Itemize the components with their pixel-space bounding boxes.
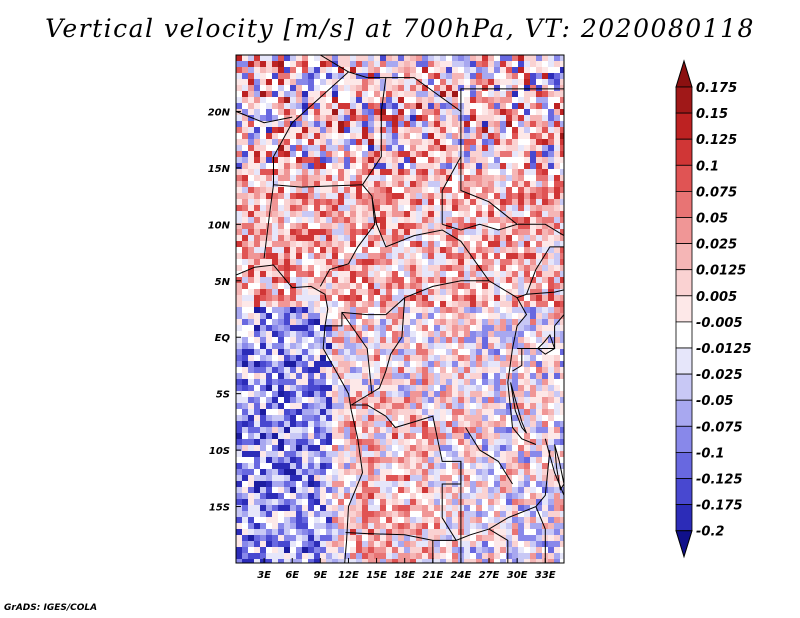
lat-tick-label: 10N xyxy=(208,220,231,231)
lake-outline xyxy=(537,333,556,355)
lon-tick-label: 15E xyxy=(366,570,387,581)
border-line xyxy=(320,55,349,73)
border-line xyxy=(273,71,386,185)
border-line xyxy=(535,506,546,563)
colorbar-label: -0.025 xyxy=(696,368,743,383)
colorbar-label: 0.0125 xyxy=(696,264,746,279)
lon-tick-label: 24E xyxy=(451,570,472,581)
lat-tick-label: 5N xyxy=(215,277,231,288)
lat-tick-label: 15S xyxy=(209,503,230,514)
colorbar-swatch xyxy=(675,451,693,479)
map-frame xyxy=(235,54,565,564)
lat-tick-label: 10S xyxy=(209,446,230,457)
colorbar-label: 0.125 xyxy=(696,133,737,148)
colorbar-label: 0.005 xyxy=(696,290,737,305)
lon-tick-label: 18E xyxy=(394,570,415,581)
colorbar-swatch xyxy=(675,164,693,192)
lat-tick-label: EQ xyxy=(215,333,231,344)
border-line xyxy=(362,77,462,225)
vertical-velocity-field xyxy=(236,55,564,563)
lon-tick-label: 12E xyxy=(338,570,359,581)
border-line xyxy=(512,297,528,349)
border-line xyxy=(465,427,513,485)
lon-tick-label: 21E xyxy=(422,570,443,581)
colorbar-label: 0.15 xyxy=(696,107,728,122)
border-line xyxy=(460,88,564,112)
lon-tick-label: 9E xyxy=(313,570,327,581)
border-line xyxy=(371,196,564,299)
colorbar-swatch xyxy=(675,86,693,114)
border-line xyxy=(351,297,406,406)
colorbar-label: 0.1 xyxy=(696,159,719,174)
lon-tick-label: 30E xyxy=(507,570,528,581)
colorbar-swatch xyxy=(675,295,693,323)
colorbar-label: 0.075 xyxy=(696,185,737,200)
lake-outline xyxy=(554,444,564,491)
border-line xyxy=(341,312,373,394)
border-line xyxy=(517,314,564,349)
border-line xyxy=(345,532,457,541)
colorbar-swatch xyxy=(675,217,693,245)
border-line xyxy=(488,528,509,563)
colorbar-swatch xyxy=(675,112,693,140)
border-line xyxy=(526,246,564,295)
colorbar-swatch xyxy=(675,399,693,427)
border-line xyxy=(263,184,376,287)
colorbar-top-arrow xyxy=(675,59,693,88)
colorbar-swatch xyxy=(675,269,693,297)
country-borders xyxy=(236,55,564,563)
colorbar-label: 0.175 xyxy=(696,81,737,96)
colorbar: 0.175 0.15 0.125 0.1 0.075 0.05 0.025 0.0125 0.0… xyxy=(675,59,752,559)
border-line xyxy=(385,280,489,315)
colorbar-bottom-arrow xyxy=(675,530,693,559)
colorbar-swatch xyxy=(675,373,693,401)
colorbar-swatch xyxy=(675,138,693,166)
lake-outline xyxy=(510,382,527,434)
colorbar-swatch xyxy=(675,190,693,218)
border-line xyxy=(460,156,564,237)
border-line xyxy=(544,438,564,496)
colorbar-label: -0.2 xyxy=(696,525,724,540)
colorbar-label: 0.025 xyxy=(696,238,737,253)
lon-tick-label: 33E xyxy=(535,570,556,581)
colorbar-swatch xyxy=(675,425,693,453)
colorbar-swatch xyxy=(675,321,693,349)
colorbar-label: -0.125 xyxy=(696,473,743,488)
border-line xyxy=(442,223,518,231)
lat-tick-label: 15N xyxy=(208,164,231,175)
lat-tick-label: 20N xyxy=(208,107,231,118)
lon-tick-label: 27E xyxy=(479,570,500,581)
border-line xyxy=(236,110,293,124)
colorbar-swatch xyxy=(675,243,693,271)
border-line xyxy=(236,264,364,563)
colorbar-swatch xyxy=(675,478,693,506)
colorbar-label: -0.005 xyxy=(696,316,743,331)
grads-credit: GrADS: IGES/COLA xyxy=(4,603,98,613)
lat-tick-label: 5S xyxy=(216,390,230,401)
colorbar-label: -0.1 xyxy=(696,446,724,461)
border-line xyxy=(507,348,537,445)
border-line xyxy=(351,404,551,542)
lon-tick-label: 6E xyxy=(285,570,299,581)
chart-title: Vertical velocity [m/s] at 700hPa, VT: 2… xyxy=(45,14,755,43)
axis-ticks: 20N 15N 10N 5N EQ 5S 10S 15S 3E 6E 9E 12E 15E 18E 21E 2… xyxy=(208,107,556,581)
colorbar-swatch xyxy=(675,504,693,532)
border-line xyxy=(512,348,523,372)
colorbar-label: -0.0125 xyxy=(696,342,752,357)
colorbar-swatch xyxy=(675,347,693,375)
colorbar-label: -0.175 xyxy=(696,499,743,514)
colorbar-label: -0.05 xyxy=(696,394,733,409)
colorbar-label: -0.075 xyxy=(696,420,743,435)
colorbar-label: 0.05 xyxy=(696,212,728,227)
lon-tick-label: 3E xyxy=(257,570,271,581)
